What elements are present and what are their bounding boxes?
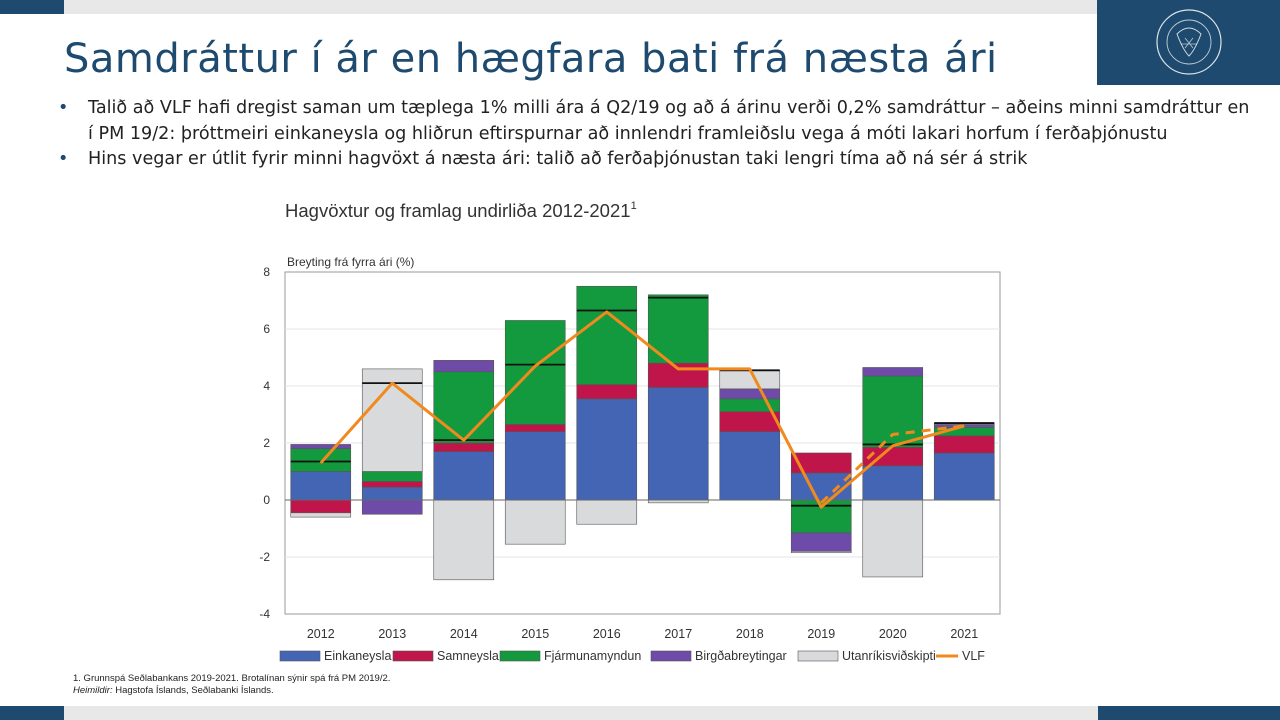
bar-birgðabreytingar [290,444,352,449]
bar-samneysla [433,442,495,452]
x-tick-label: 2012 [307,627,335,641]
y-tick-label: -4 [259,607,270,621]
bar-birgðabreytingar [361,499,423,515]
bullet-item: • Talið að VLF hafi dregist saman um tæp… [58,96,1258,147]
bar-fjármunamyndun [504,320,566,425]
bar-utanríkisviðskipti [361,368,423,472]
x-tick-label: 2020 [879,627,907,641]
bottom-grey-bar [64,706,1098,720]
bar-samneysla [933,435,995,454]
bar-birgðabreytingar [433,360,495,373]
bar-samneysla [290,499,352,514]
bottom-accent-bar [0,706,64,720]
legend-swatch [797,650,839,662]
bar-samneysla [504,424,566,432]
bar-utanríkisviðskipti [862,499,924,578]
footnote-sources: Heimildir: Hagstofa Íslands, Seðlabanki … [73,685,390,697]
bar-fjármunamyndun [361,471,423,482]
bar-utanríkisviðskipti [433,499,495,581]
x-tick-label: 2015 [521,627,549,641]
forecast-dashed-line [820,424,965,504]
bar-fjármunamyndun [433,371,495,444]
bar-samneysla [576,384,638,400]
y-axis-label: Breyting frá fyrra ári (%) [287,255,414,269]
bar-samneysla [647,362,709,388]
seal-icon [1156,9,1222,75]
bar-utanríkisviðskipti [719,370,781,390]
legend-label: Samneysla [437,649,499,663]
bar-birgðabreytingar [790,532,852,552]
chart-title: Hagvöxtur og framlag undirliða 2012-2021… [285,200,637,221]
y-tick-label: 4 [263,379,270,393]
y-tick-label: 2 [263,436,270,450]
bar-einkaneysla [933,452,995,501]
y-tick-label: 8 [263,265,270,279]
x-tick-label: 2021 [950,627,978,641]
legend-label: Einkaneysla [324,649,391,663]
x-tick-label: 2013 [378,627,406,641]
legend-swatch [279,650,321,662]
legend-label: Birgðabreytingar [695,649,787,663]
bullet-item: • Hins vegar er útlit fyrir minni hagvöx… [58,147,1258,173]
legend-label: VLF [962,649,985,663]
x-tick-label: 2016 [593,627,621,641]
bar-einkaneysla [576,398,638,501]
y-tick-label: 6 [263,322,270,336]
bar-birgðabreytingar [862,367,924,377]
legend-label: Utanríkisviðskipti [842,649,936,663]
bar-samneysla [361,481,423,488]
bar-utanríkisviðskipti [290,512,352,518]
legend-swatch [499,650,541,662]
x-tick-label: 2014 [450,627,478,641]
vlf-line [319,310,965,509]
bullet-marker: • [58,149,69,169]
footnote: 1. Grunnspá Seðlabankans 2019-2021. Brot… [73,673,390,697]
bar-einkaneysla [433,451,495,501]
bar-einkaneysla [290,471,352,501]
x-tick-label: 2019 [807,627,835,641]
bar-samneysla [719,411,781,432]
y-tick-label: 0 [263,493,270,507]
bar-fjármunamyndun [862,375,924,448]
bar-birgðabreytingar [719,388,781,400]
y-tick-label: -2 [259,550,270,564]
bar-einkaneysla [647,387,709,501]
sources-label: Heimildir: [73,685,113,696]
bar-einkaneysla [361,486,423,501]
chart-title-superscript: 1 [631,200,637,212]
slide-title: Samdráttur í ár en hægfara bati frá næst… [64,36,998,82]
bar-utanríkisviðskipti [576,499,638,525]
bar-fjármunamyndun [576,285,638,385]
bullet-list: • Talið að VLF hafi dregist saman um tæp… [58,96,1258,173]
bullet-marker: • [58,98,69,118]
bar-utanríkisviðskipti [504,499,566,545]
legend-swatch [650,650,692,662]
bar-samneysla [790,452,852,474]
bar-einkaneysla [504,431,566,501]
bar-einkaneysla [790,472,852,501]
x-tick-label: 2018 [736,627,764,641]
bullet-text: Hins vegar er útlit fyrir minni hagvöxt … [88,149,1028,169]
central-bank-logo [1097,0,1280,85]
footnote-note: 1. Grunnspá Seðlabankans 2019-2021. Brot… [73,673,391,684]
x-tick-label: 2017 [664,627,692,641]
top-accent-bar [0,0,64,14]
top-grey-bar [64,0,1098,14]
sources-text: Hagstofa Íslands, Seðlabanki Íslands. [115,685,274,696]
bullet-text: Talið að VLF hafi dregist saman um tæple… [88,98,1250,144]
bar-utanríkisviðskipti [790,550,852,554]
legend-label: Fjármunamyndun [544,649,641,663]
bar-einkaneysla [862,465,924,501]
bar-einkaneysla [719,431,781,501]
legend-swatch [392,650,434,662]
chart-title-text: Hagvöxtur og framlag undirliða 2012-2021 [285,200,631,221]
bar-fjármunamyndun [290,448,352,472]
bottom-right-bar [1098,706,1280,720]
